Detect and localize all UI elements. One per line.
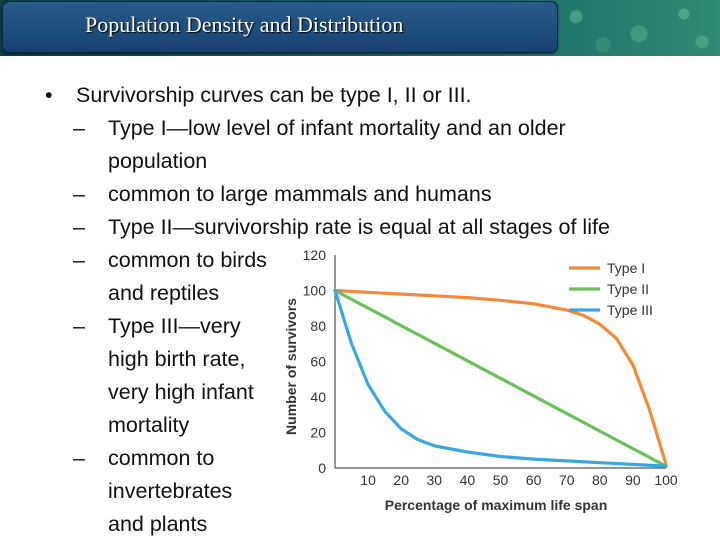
bullet-marker: – — [73, 182, 85, 206]
slide-title: Population Density and Distribution — [85, 12, 404, 37]
bullet-marker: – — [73, 446, 85, 470]
bullet-list: • Survivorship curves can be type I, II o… — [40, 79, 680, 541]
y-tick-label: 20 — [310, 425, 326, 441]
bullet-marker: – — [73, 116, 85, 140]
y-tick-label: 40 — [310, 389, 326, 405]
bullet-item: – common to birds and reptiles — [40, 244, 680, 310]
x-tick-label: 20 — [393, 472, 409, 488]
series-line-type-3 — [333, 288, 668, 468]
legend-label: Type III — [607, 302, 653, 318]
bullet-marker: – — [73, 314, 85, 338]
series-line-type-2 — [333, 288, 668, 468]
bullet-text: Type III—very — [108, 314, 241, 338]
chart-svg: 0 20 40 60 80 100 120 10 20 30 40 50 60 70 80 90 100 Perc… — [283, 247, 678, 513]
bullet-text: common to large mammals and humans — [108, 182, 492, 206]
x-tick-label: 60 — [526, 472, 542, 488]
bullet-item: – Type I—low level of infant mortality an… — [40, 112, 680, 178]
x-tick-label: 90 — [625, 472, 641, 488]
bullet-text: Type I—low level of infant mortality and… — [108, 116, 566, 140]
legend-label: Type II — [607, 281, 649, 297]
bullet-text: and plants — [108, 512, 208, 536]
bullet-text: invertebrates — [108, 479, 233, 503]
bullet-text: population — [108, 149, 208, 173]
header-texture — [540, 0, 720, 56]
y-tick-label: 100 — [303, 283, 327, 299]
bullet-text: common to — [108, 446, 215, 470]
x-tick-label: 10 — [360, 472, 376, 488]
bullet-marker: – — [73, 248, 85, 272]
bullet-text: Survivorship curves can be type I, II or… — [76, 83, 472, 107]
bullet-text: high birth rate, — [108, 347, 246, 371]
bullet-item: – common to large mammals and humans — [40, 178, 680, 211]
bullet-text: mortality — [108, 413, 190, 437]
y-tick-label: 60 — [310, 354, 326, 370]
bullet-text: and reptiles — [108, 281, 220, 305]
bullet-text: common to birds — [108, 248, 267, 272]
x-tick-label: 50 — [493, 472, 509, 488]
bullet-marker: – — [73, 215, 85, 239]
x-tick-label: 70 — [559, 472, 575, 488]
bullet-text: Type II—survivorship rate is equal at al… — [108, 215, 610, 239]
bullet-item: – Type II—survivorship rate is equal at a… — [40, 211, 680, 244]
bullet-item: – Type III—very high birth rate, very high … — [40, 310, 680, 442]
y-tick-label: 120 — [303, 247, 327, 263]
y-tick-label: 80 — [310, 318, 326, 334]
y-axis-label: Number of survivors — [283, 298, 299, 435]
x-axis-label: Percentage of maximum life span — [385, 497, 608, 513]
x-tick-label: 100 — [654, 472, 678, 488]
legend-label: Type I — [607, 260, 645, 276]
x-tick-label: 80 — [592, 472, 608, 488]
survivorship-chart: 0 20 40 60 80 100 120 10 20 30 40 50 60 70 80 90 100 Perc… — [278, 244, 690, 520]
x-tick-label: 30 — [427, 472, 443, 488]
bullet-marker: • — [45, 83, 53, 107]
bullet-item: • Survivorship curves can be type I, II o… — [40, 79, 680, 112]
x-tick-label: 40 — [460, 472, 476, 488]
y-tick-label: 0 — [318, 460, 326, 476]
bullet-item: – common to invertebrates and plants — [40, 442, 680, 541]
bullet-text: very high infant — [108, 380, 254, 404]
title-box: Population Density and Distribution — [2, 1, 558, 53]
series-line-type-1 — [333, 288, 668, 466]
